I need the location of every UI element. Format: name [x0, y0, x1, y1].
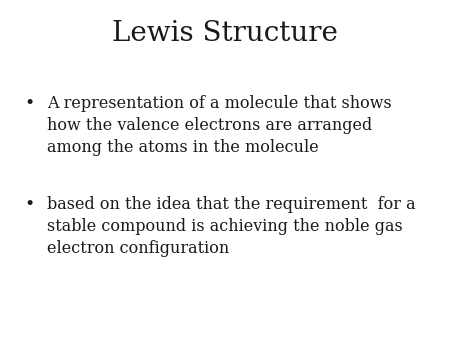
Text: based on the idea that the requirement  for a
stable compound is achieving the n: based on the idea that the requirement f…	[47, 196, 416, 258]
Text: •: •	[25, 196, 35, 213]
Text: A representation of a molecule that shows
how the valence electrons are arranged: A representation of a molecule that show…	[47, 95, 392, 156]
Text: •: •	[25, 95, 35, 112]
Text: Lewis Structure: Lewis Structure	[112, 20, 338, 47]
